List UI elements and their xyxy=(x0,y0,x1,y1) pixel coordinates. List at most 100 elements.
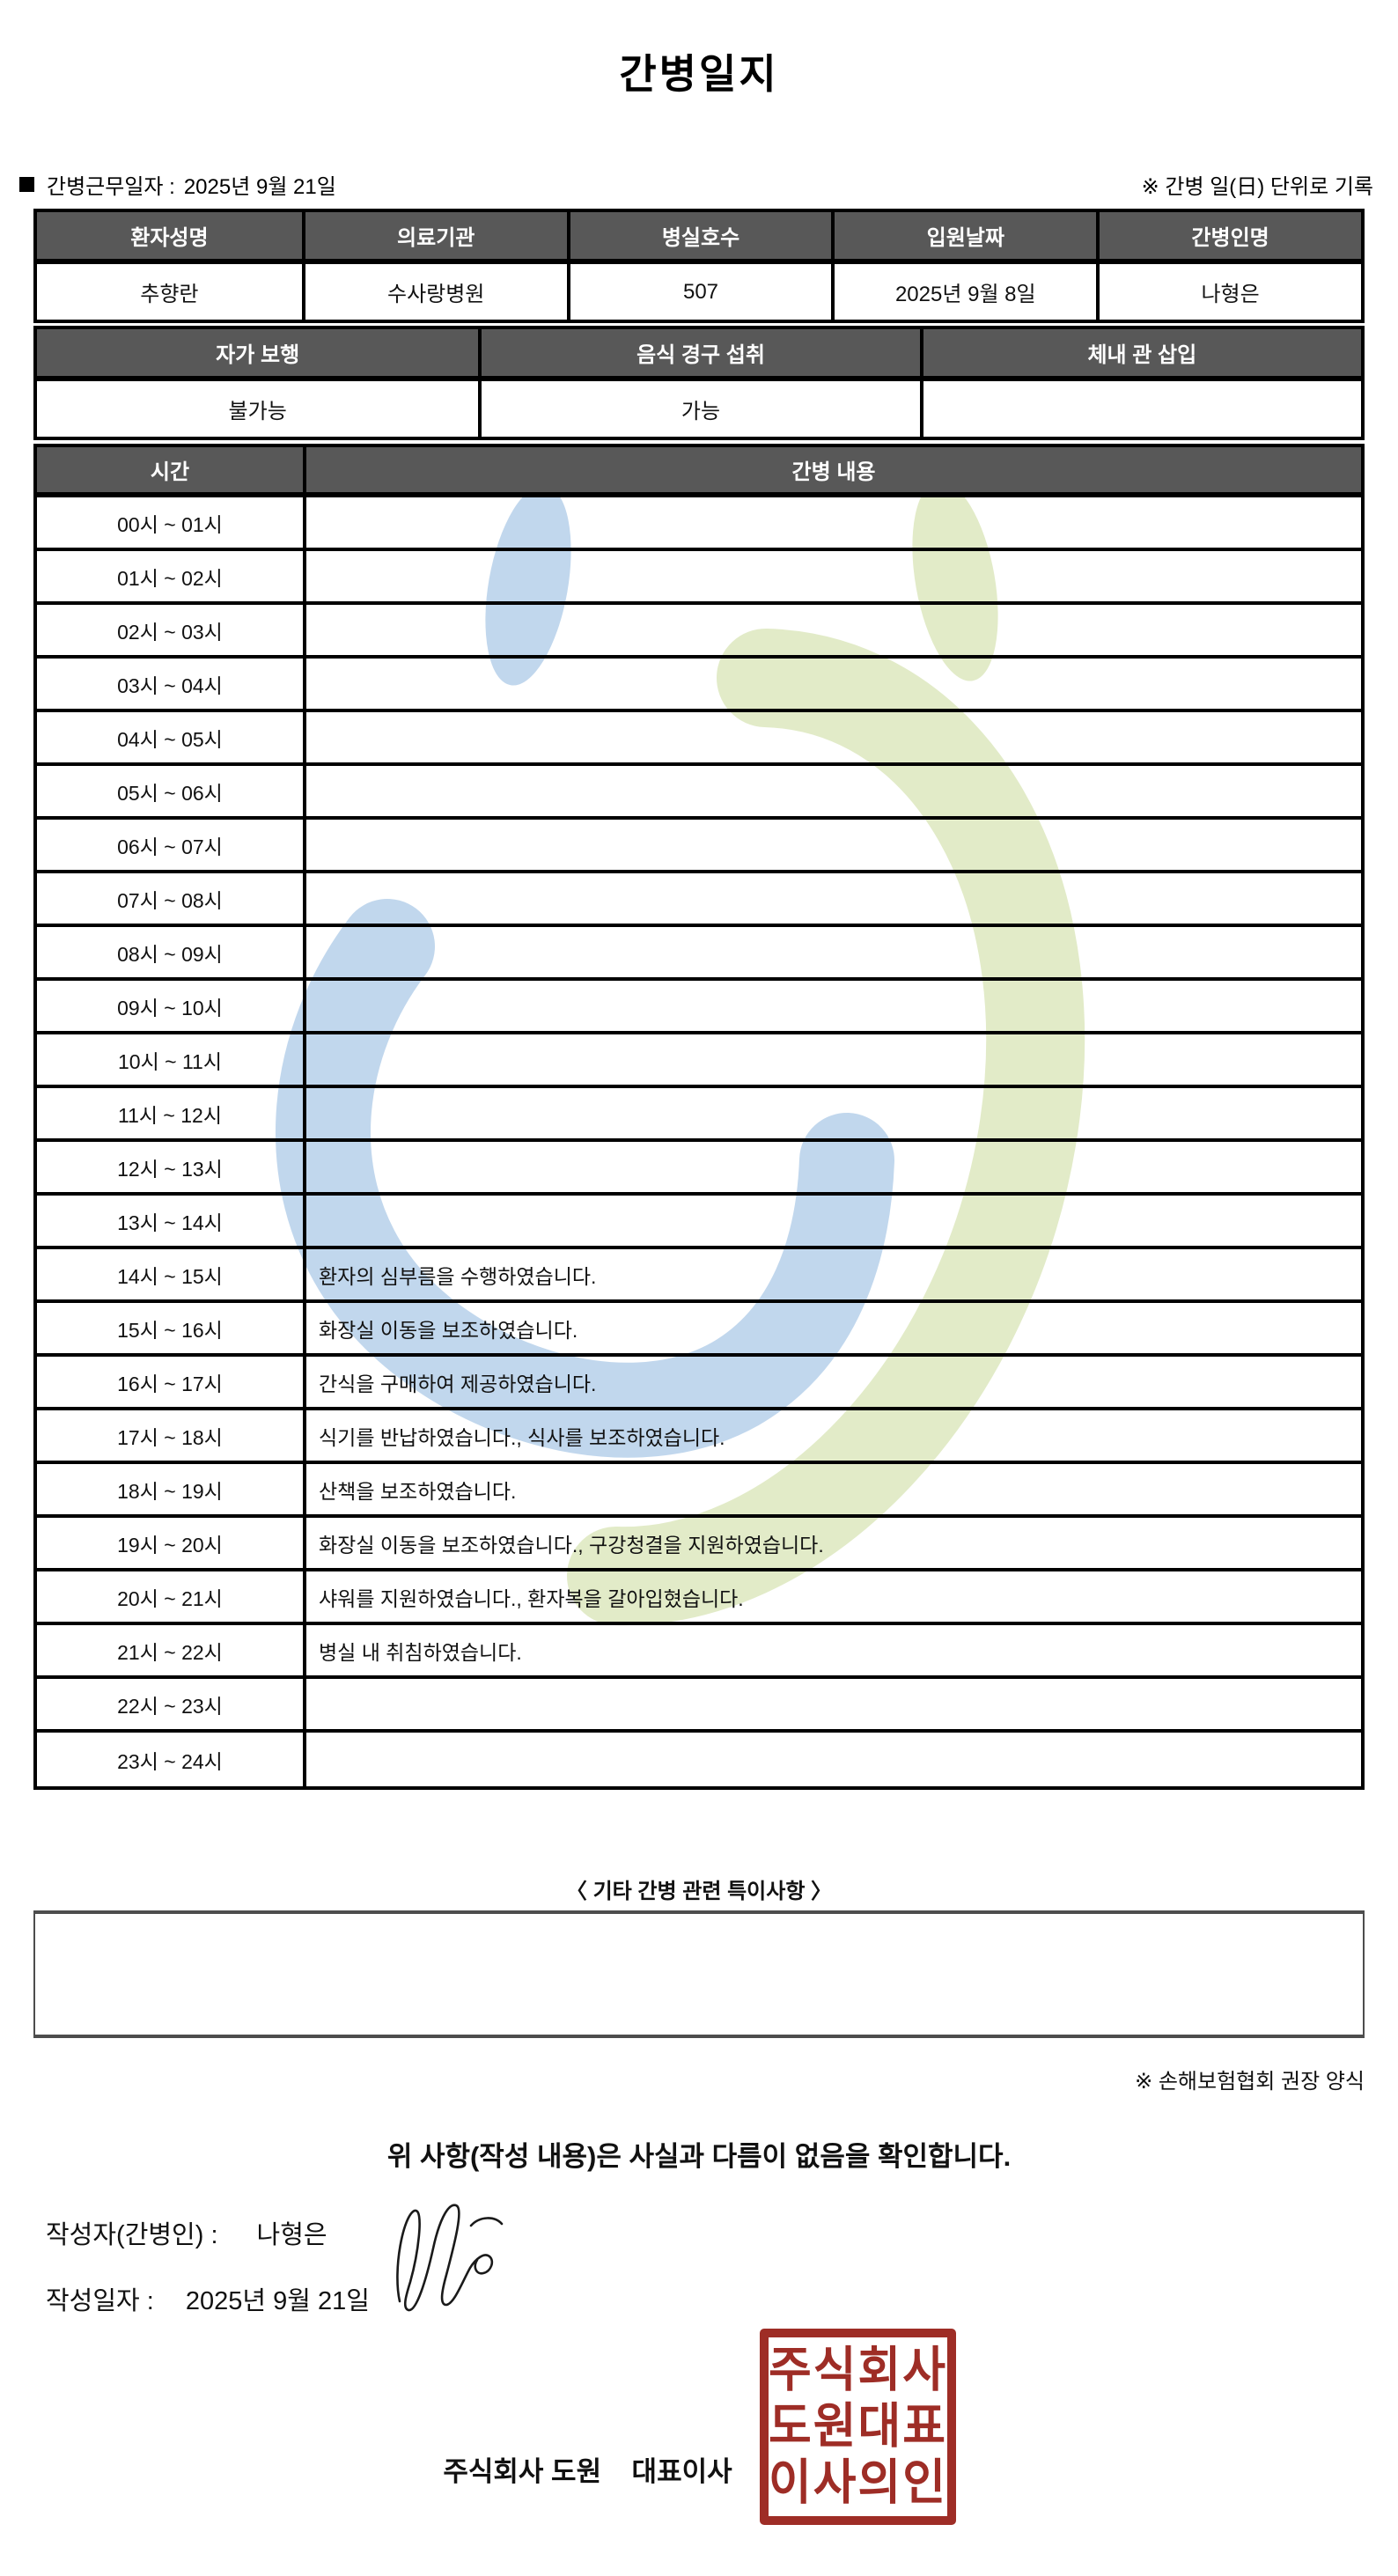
care-row-content xyxy=(303,497,1361,551)
care-row: 16시 ~ 17시 간식을 구매하여 제공하였습니다. xyxy=(37,1357,1361,1410)
care-row-time: 07시 ~ 08시 xyxy=(37,873,303,927)
care-row-content xyxy=(303,981,1361,1034)
care-row: 14시 ~ 15시 환자의 심부름을 수행하였습니다. xyxy=(37,1249,1361,1303)
form-recommendation-note: ※ 손해보험협회 권장 양식 xyxy=(1135,2070,1365,2094)
care-row: 05시 ~ 06시 xyxy=(37,766,1361,820)
care-row-time: 16시 ~ 17시 xyxy=(37,1357,303,1410)
value-tube-insertion xyxy=(919,381,1361,437)
care-row-content: 화장실 이동을 보조하였습니다. xyxy=(303,1303,1361,1357)
care-row-time: 01시 ~ 02시 xyxy=(37,551,303,605)
header-self-walking: 자가 보행 xyxy=(37,329,479,381)
value-patient-name: 추향란 xyxy=(140,283,199,306)
care-row-content: 병실 내 취침하였습니다. xyxy=(303,1625,1361,1679)
value-oral-intake: 가능 xyxy=(478,381,919,437)
care-row-content: 산책을 보조하였습니다. xyxy=(303,1464,1361,1518)
care-table-header-row: 시간 간병 내용 xyxy=(37,447,1361,497)
patient-info-table: 환자성명 의료기관 병실호수 입원날짜 간병인명 추향란 수사랑병원 507 2… xyxy=(33,209,1365,323)
care-row-time: 18시 ~ 19시 xyxy=(37,1464,303,1518)
care-row: 08시 ~ 09시 xyxy=(37,927,1361,981)
unit-note: ※ 간병 일(日) 단위로 기록 xyxy=(1141,175,1373,199)
value-medical-institution: 수사랑병원 xyxy=(301,264,567,320)
care-row-time: 05시 ~ 06시 xyxy=(37,766,303,820)
care-row-time: 23시 ~ 24시 xyxy=(117,1749,223,1773)
care-row-time: 14시 ~ 15시 xyxy=(37,1249,303,1303)
header-oral-intake: 음식 경구 섭취 xyxy=(478,329,920,381)
care-row-content: 식기를 반납하였습니다., 식사를 보조하였습니다. xyxy=(303,1410,1361,1464)
care-row-time: 13시 ~ 14시 xyxy=(37,1196,303,1249)
care-row-time: 20시 ~ 21시 xyxy=(37,1571,303,1625)
duty-date-label: 간병근무일자 : xyxy=(47,175,175,199)
hourly-care-table: 시간 간병 내용 00시 ~ 01시 01시 ~ 02시 02시 ~ 03시 03시 … xyxy=(33,444,1365,1790)
care-row-time: 10시 ~ 11시 xyxy=(37,1034,303,1088)
care-row-content xyxy=(303,873,1361,927)
care-row: 12시 ~ 13시 xyxy=(37,1142,1361,1196)
care-row-content xyxy=(303,1679,1361,1733)
header-caregiver-name: 간병인명 xyxy=(1096,212,1361,264)
handwritten-signature xyxy=(396,2204,504,2312)
corporate-seal-stamp: 주식회사 도원대표 이사의인 xyxy=(760,2329,956,2525)
care-row-content xyxy=(303,1034,1361,1088)
status-header-row: 자가 보행 음식 경구 섭취 체내 관 삽입 xyxy=(37,329,1361,381)
care-row: 00시 ~ 01시 xyxy=(37,497,1361,551)
care-row-time: 02시 ~ 03시 xyxy=(37,605,303,659)
write-date-label: 작성일자 : xyxy=(46,2287,154,2315)
care-row: 07시 ~ 08시 xyxy=(37,873,1361,927)
care-row: 20시 ~ 21시 샤워를 지원하였습니다., 환자복을 갈아입혔습니다. xyxy=(37,1571,1361,1625)
confirmation-statement: 위 사항(작성 내용)은 사실과 다름이 없음을 확인합니다. xyxy=(386,2141,1012,2172)
care-row-content xyxy=(303,659,1361,712)
writer-line: 작성자(간병인) : 나형은 xyxy=(46,2214,327,2251)
care-row-time: 12시 ~ 13시 xyxy=(37,1142,303,1196)
care-row-content xyxy=(303,820,1361,873)
care-row: 15시 ~ 16시 화장실 이동을 보조하였습니다. xyxy=(37,1303,1361,1357)
care-row-content xyxy=(303,927,1361,981)
care-row-time: 17시 ~ 18시 xyxy=(37,1410,303,1464)
care-row-content xyxy=(303,1142,1361,1196)
care-row-time: 04시 ~ 05시 xyxy=(37,712,303,766)
care-row: 06시 ~ 07시 xyxy=(37,820,1361,873)
care-row-time: 08시 ~ 09시 xyxy=(37,927,303,981)
care-row: 21시 ~ 22시 병실 내 취침하였습니다. xyxy=(37,1625,1361,1679)
page-title: 간병일지 xyxy=(619,51,779,97)
header-room-number: 병실호수 xyxy=(566,212,832,264)
care-row-content: 간식을 구매하여 제공하였습니다. xyxy=(303,1357,1361,1410)
care-row: 13시 ~ 14시 xyxy=(37,1196,1361,1249)
value-caregiver-name: 나형은 xyxy=(1096,264,1361,320)
value-admission-date: 2025년 9월 8일 xyxy=(831,264,1096,320)
stamp-row-3: 이사의인 xyxy=(768,2455,948,2510)
care-row-content xyxy=(303,605,1361,659)
company-ceo-line: 주식회사 도원 대표이사 xyxy=(443,2456,732,2487)
patient-info-value-row: 추향란 수사랑병원 507 2025년 9월 8일 나형은 xyxy=(37,264,1361,320)
care-table-body: 00시 ~ 01시 01시 ~ 02시 02시 ~ 03시 03시 ~ 04시 04시 … xyxy=(37,497,1361,1786)
care-row: 22시 ~ 23시 xyxy=(37,1679,1361,1733)
care-row: 03시 ~ 04시 xyxy=(37,659,1361,712)
stamp-row-1: 주식회사 xyxy=(768,2343,948,2397)
care-row-content: 샤워를 지원하였습니다., 환자복을 갈아입혔습니다. xyxy=(303,1571,1361,1625)
header-tube-insertion: 체내 관 삽입 xyxy=(919,329,1361,381)
care-row-time: 21시 ~ 22시 xyxy=(37,1625,303,1679)
care-row-content xyxy=(303,1196,1361,1249)
care-row: 11시 ~ 12시 xyxy=(37,1088,1361,1142)
duty-date-value: 2025년 9월 21일 xyxy=(183,175,336,199)
care-row: 23시 ~ 24시 xyxy=(37,1733,1361,1786)
care-row-content: 화장실 이동을 보조하였습니다., 구강청결을 지원하였습니다. xyxy=(303,1518,1361,1571)
writer-name: 나형은 xyxy=(256,2221,327,2249)
stamp-row-2: 도원대표 xyxy=(768,2399,948,2454)
extras-notes-box xyxy=(33,1910,1365,2038)
care-row: 04시 ~ 05시 xyxy=(37,712,1361,766)
care-row-time: 09시 ~ 10시 xyxy=(37,981,303,1034)
care-row: 02시 ~ 03시 xyxy=(37,605,1361,659)
value-room-number: 507 xyxy=(566,264,832,320)
care-row: 19시 ~ 20시 화장실 이동을 보조하였습니다., 구강청결을 지원하였습니다… xyxy=(37,1518,1361,1571)
writer-label: 작성자(간병인) : xyxy=(46,2221,218,2249)
write-date-value: 2025년 9월 21일 xyxy=(185,2287,370,2315)
duty-date-line: 간병근무일자 : 2025년 9월 21일 xyxy=(19,169,336,200)
status-value-row: 불가능 가능 xyxy=(37,381,1361,437)
header-admission-date: 입원날짜 xyxy=(831,212,1097,264)
care-row: 09시 ~ 10시 xyxy=(37,981,1361,1034)
header-medical-institution: 의료기관 xyxy=(301,212,567,264)
write-date-line: 작성일자 : 2025년 9월 21일 xyxy=(46,2280,370,2317)
care-row-content: 환자의 심부름을 수행하였습니다. xyxy=(303,1249,1361,1303)
care-row-content xyxy=(303,551,1361,605)
